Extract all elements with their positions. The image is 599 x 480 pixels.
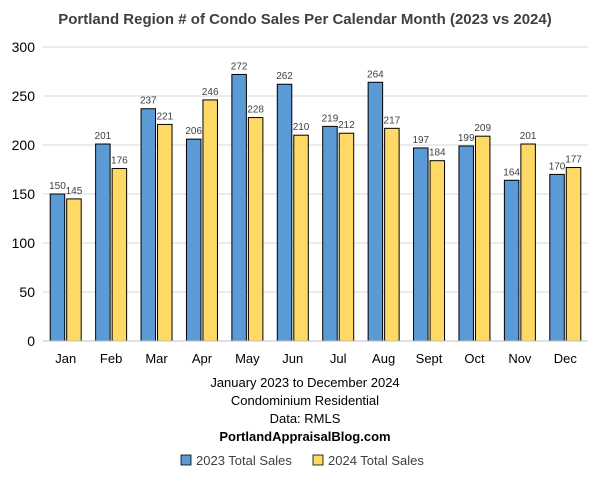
bar-2024-oct xyxy=(474,135,491,342)
y-tick-label: 50 xyxy=(19,284,35,300)
bar-2023-nov xyxy=(503,179,520,342)
bar-2024-dec xyxy=(565,167,582,342)
x-tick-label: Mar xyxy=(145,351,168,366)
data-label: 177 xyxy=(565,155,582,166)
x-tick-label: Apr xyxy=(192,351,213,366)
bar-2024-may xyxy=(247,117,264,342)
data-label: 209 xyxy=(474,123,491,134)
data-label: 272 xyxy=(231,61,248,72)
bar-2023-jan xyxy=(49,193,66,342)
bar-2024-apr xyxy=(202,99,218,342)
legend: 2023 Total Sales 2024 Total Sales xyxy=(180,453,424,468)
y-tick-label: 250 xyxy=(12,88,36,104)
bar-2024-jan xyxy=(66,198,82,342)
data-label: 262 xyxy=(276,71,293,82)
y-tick-label: 200 xyxy=(12,137,36,153)
y-tick-label: 100 xyxy=(12,235,36,251)
x-tick-label: Nov xyxy=(508,351,532,366)
bar-2023-sept xyxy=(413,147,429,342)
note-data-source: Data: RMLS xyxy=(270,411,341,426)
data-label: 199 xyxy=(458,133,475,144)
legend-label-2024: 2024 Total Sales xyxy=(328,453,424,468)
y-tick-label: 150 xyxy=(12,186,36,202)
data-label: 212 xyxy=(338,120,355,131)
bar-2024-aug xyxy=(384,127,400,342)
data-label: 217 xyxy=(384,115,401,126)
x-tick-label: Jun xyxy=(282,351,303,366)
data-label: 210 xyxy=(293,122,310,133)
data-label: 150 xyxy=(49,181,66,192)
x-tick-label: Aug xyxy=(372,351,395,366)
data-label: 237 xyxy=(140,96,157,107)
bar-2023-oct xyxy=(458,145,474,342)
y-tick-label: 0 xyxy=(27,333,35,349)
y-tick-label: 300 xyxy=(12,39,36,55)
legend-swatch-2024 xyxy=(312,454,324,466)
legend-swatch-2023 xyxy=(180,454,192,466)
note-website: PortlandAppraisalBlog.com xyxy=(219,429,390,444)
data-label: 201 xyxy=(95,131,112,142)
data-label: 221 xyxy=(156,111,173,122)
x-tick-label: May xyxy=(235,351,260,366)
x-tick-label: Oct xyxy=(464,351,485,366)
bar-2024-sept xyxy=(429,160,446,342)
y-axis-ticks: 0 50 100 150 200 250 300 xyxy=(12,39,36,349)
bar-2023-jun xyxy=(276,83,293,342)
data-label: 170 xyxy=(549,161,566,172)
bar-2023-mar xyxy=(140,108,157,342)
note-date-range: January 2023 to December 2024 xyxy=(210,375,399,390)
x-tick-label: Jul xyxy=(330,351,347,366)
x-tick-label: Feb xyxy=(100,351,122,366)
data-label: 145 xyxy=(66,186,83,197)
data-label: 206 xyxy=(185,126,202,137)
bars xyxy=(49,73,582,342)
x-tick-label: Dec xyxy=(554,351,578,366)
legend-label-2023: 2023 Total Sales xyxy=(196,453,292,468)
data-labels: 150 1452011762372212062462722282622102192… xyxy=(49,61,582,196)
x-axis-ticks: Jan Feb Mar Apr May Jun Jul Aug Sept Oct Nov Dec xyxy=(55,351,577,366)
data-label: 264 xyxy=(367,69,384,80)
data-label: 201 xyxy=(520,131,537,142)
bar-2023-jul xyxy=(322,125,338,342)
data-label: 246 xyxy=(202,87,219,98)
data-label: 184 xyxy=(429,148,446,159)
bar-2023-aug xyxy=(367,81,384,342)
chart-title: Portland Region # of Condo Sales Per Cal… xyxy=(58,11,551,28)
bar-2023-feb xyxy=(95,143,111,342)
data-label: 219 xyxy=(322,113,339,124)
bar-2024-jun xyxy=(293,134,309,342)
bar-2024-nov xyxy=(520,143,536,342)
bar-2024-feb xyxy=(111,168,128,342)
note-property-type: Condominium Residential xyxy=(231,393,379,408)
bar-2023-dec xyxy=(549,173,565,342)
x-tick-label: Jan xyxy=(55,351,76,366)
data-label: 176 xyxy=(111,156,128,167)
data-label: 197 xyxy=(412,135,429,146)
gridlines xyxy=(43,46,588,293)
bar-2024-jul xyxy=(338,132,355,342)
x-tick-label: Sept xyxy=(416,351,443,366)
bar-2023-may xyxy=(231,73,247,342)
data-label: 164 xyxy=(503,167,520,178)
bar-2024-mar xyxy=(157,123,173,342)
data-label: 228 xyxy=(247,105,264,116)
bar-2023-apr xyxy=(185,138,202,342)
